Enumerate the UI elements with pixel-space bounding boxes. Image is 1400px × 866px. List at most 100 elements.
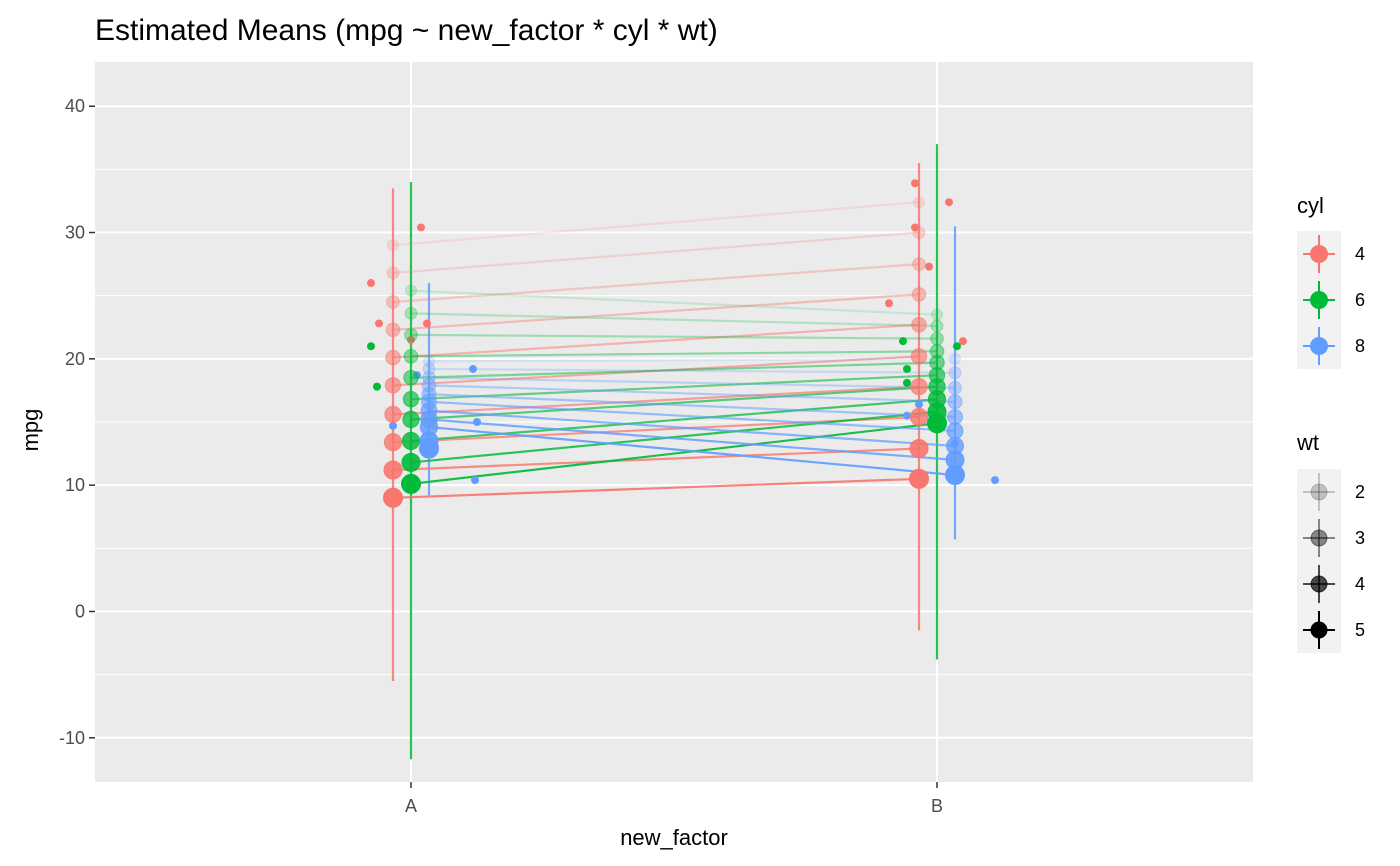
legend-label: 4 (1355, 244, 1365, 264)
y-tick-label: -10 (59, 728, 85, 748)
estimate-point (927, 413, 947, 434)
axes: -10 0 10 20 30 40 A B (59, 96, 943, 816)
series-line (428, 418, 956, 461)
series-line (428, 376, 956, 389)
series-line (428, 409, 956, 448)
raw-point (885, 299, 893, 308)
estimate-point (383, 460, 403, 480)
raw-point (903, 411, 911, 420)
estimate-point (911, 287, 927, 302)
raw-point (423, 319, 431, 328)
legend-label: 8 (1355, 336, 1365, 356)
estimate-point (912, 226, 926, 239)
raw-point (367, 342, 375, 351)
raw-point (991, 476, 999, 485)
estimate-point (383, 487, 403, 508)
raw-point (469, 364, 477, 373)
estimate-point (945, 465, 965, 486)
series-line (392, 293, 920, 331)
y-tick-label: 30 (65, 223, 85, 243)
legend-key-bg (1297, 469, 1341, 515)
estimate-point (913, 196, 925, 209)
estimate-points (383, 196, 965, 508)
series-line (410, 350, 938, 358)
raw-point (471, 476, 479, 485)
estimate-point (385, 322, 401, 338)
estimate-point (422, 362, 436, 376)
estimate-point (912, 257, 926, 271)
series-lines (392, 201, 956, 499)
estimate-point (404, 327, 418, 342)
estimate-point (402, 410, 420, 429)
y-tick-label: 0 (75, 601, 85, 621)
cyl-legend: cyl 4 6 8 (1297, 193, 1365, 369)
series-line (392, 355, 920, 387)
series-line (410, 312, 938, 328)
estimate-point (403, 348, 419, 364)
raw-point (373, 382, 381, 391)
estimate-point (402, 391, 420, 408)
estimate-point (385, 349, 401, 366)
series-line (410, 361, 938, 379)
legend-key-point (1310, 245, 1328, 263)
estimate-point (423, 355, 435, 368)
x-axis-title: new_factor (620, 825, 728, 850)
wt-legend: wt 2 3 4 5 (1296, 430, 1365, 653)
legend-label: 3 (1355, 528, 1365, 548)
legend-key-point (1310, 337, 1328, 355)
series-line (392, 477, 920, 499)
series-line (410, 333, 938, 340)
series-line (410, 422, 938, 485)
estimate-point (909, 468, 929, 489)
estimate-point (930, 319, 944, 333)
y-tick-label: 40 (65, 96, 85, 116)
estimate-point (401, 431, 421, 451)
series-line (428, 357, 956, 363)
legend-key-point (1310, 291, 1328, 309)
series-line (392, 201, 920, 247)
series-line (428, 367, 956, 374)
estimate-point (401, 473, 421, 494)
estimate-point (383, 433, 403, 452)
estimate-point (931, 308, 943, 321)
estimate-point (947, 408, 963, 425)
series-line (392, 323, 920, 359)
estimate-point (386, 266, 400, 280)
estimate-point (401, 452, 421, 472)
y-tick-label: 20 (65, 349, 85, 369)
series-line (392, 231, 920, 275)
estimate-point (911, 316, 927, 333)
estimate-point (947, 394, 963, 410)
y-axis-title: mpg (18, 409, 43, 452)
raw-point (473, 418, 481, 426)
estimate-point (422, 370, 436, 385)
estimate-point (419, 438, 439, 459)
raw-point (915, 400, 923, 409)
legend-key-point (1310, 621, 1328, 639)
raw-point (953, 342, 961, 351)
raw-points (367, 179, 999, 485)
y-tick-label: 10 (65, 475, 85, 495)
chart-title: Estimated Means (mpg ~ new_factor * cyl … (95, 14, 718, 47)
estimate-point (909, 407, 929, 427)
raw-point (389, 421, 397, 430)
estimate-point (387, 239, 399, 252)
raw-point (925, 262, 933, 271)
estimate-point (384, 405, 402, 424)
series-line (392, 447, 920, 472)
series-line (428, 393, 956, 419)
series-line (410, 385, 938, 421)
raw-point (367, 279, 375, 288)
estimate-point (403, 370, 419, 386)
series-line (392, 385, 920, 416)
estimate-point (386, 295, 400, 309)
wt-legend-title: wt (1296, 430, 1319, 455)
legend-key-point (1310, 529, 1328, 547)
estimate-point (910, 348, 928, 365)
series-line (428, 400, 956, 432)
raw-point (959, 337, 967, 346)
legend-key-point (1310, 575, 1328, 593)
raw-point (375, 319, 383, 328)
raw-point (899, 337, 907, 346)
legend-label: 4 (1355, 574, 1365, 594)
